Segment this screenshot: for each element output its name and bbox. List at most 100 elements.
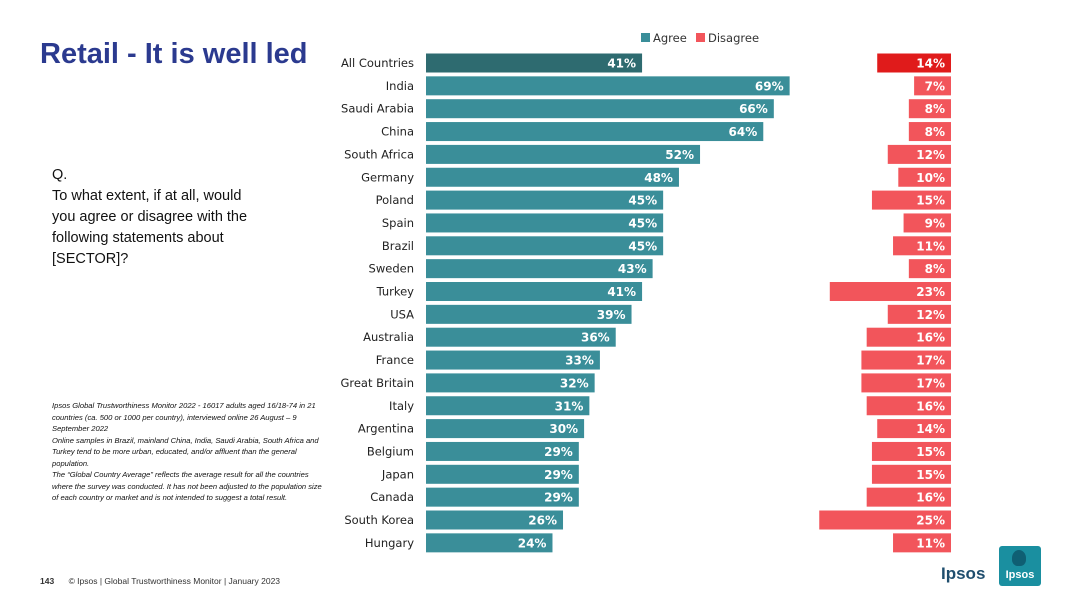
bar-disagree	[866, 396, 951, 416]
category-label: South Africa	[344, 147, 414, 161]
data-label-agree: 29%	[544, 445, 573, 459]
data-label-agree: 31%	[555, 399, 584, 413]
data-label-agree: 52%	[665, 148, 694, 162]
data-label-agree: 33%	[565, 354, 594, 368]
category-label: Australia	[363, 330, 414, 344]
data-label-disagree: 9%	[925, 216, 945, 230]
category-label: Hungary	[365, 536, 414, 550]
bar-agree	[426, 167, 679, 187]
question-line: Q.	[52, 167, 68, 183]
data-label-agree: 41%	[607, 57, 636, 71]
bar-disagree	[908, 99, 951, 119]
category-label: Spain	[382, 216, 414, 230]
data-label-agree: 45%	[628, 194, 657, 208]
legend-swatch-disagree	[696, 33, 705, 42]
ipsos-wordmark: Ipsos	[941, 564, 986, 583]
data-label-agree: 45%	[628, 216, 657, 230]
data-label-agree: 69%	[755, 79, 784, 93]
category-label: France	[376, 353, 414, 367]
category-label: Japan	[381, 467, 414, 481]
bar-disagree	[861, 350, 951, 370]
data-label-disagree: 16%	[916, 491, 945, 505]
bar-agree	[426, 373, 595, 393]
data-label-agree: 29%	[544, 491, 573, 505]
category-label: South Korea	[344, 513, 414, 527]
legend-swatch-agree	[641, 33, 650, 42]
data-label-disagree: 14%	[916, 422, 945, 436]
bar-agree	[426, 350, 600, 370]
bar-agree	[426, 144, 701, 164]
data-label-agree: 39%	[597, 308, 626, 322]
bar-agree	[426, 396, 590, 416]
bar-disagree	[887, 304, 951, 324]
data-label-agree: 30%	[549, 422, 578, 436]
category-label: Great Britain	[340, 376, 414, 390]
legend-label-disagree: Disagree	[708, 31, 759, 45]
category-label: China	[381, 125, 414, 139]
bar-disagree	[893, 236, 951, 256]
data-label-agree: 43%	[618, 262, 647, 276]
data-label-disagree: 8%	[925, 102, 945, 116]
data-label-disagree: 17%	[916, 376, 945, 390]
data-label-agree: 32%	[560, 376, 589, 390]
data-label-agree: 41%	[607, 285, 636, 299]
bar-agree	[426, 441, 579, 461]
note-paragraph: Ipsos Global Trustworthiness Monitor 202…	[52, 401, 316, 433]
data-label-disagree: 14%	[916, 57, 945, 71]
bar-disagree	[871, 441, 951, 461]
data-label-agree: 36%	[581, 331, 610, 345]
data-label-disagree: 15%	[916, 194, 945, 208]
data-label-agree: 64%	[729, 125, 758, 139]
category-label: Canada	[370, 490, 414, 504]
category-label: Turkey	[376, 285, 415, 299]
bar-agree	[426, 464, 579, 484]
bar-disagree	[871, 464, 951, 484]
bar-disagree	[861, 373, 951, 393]
data-label-disagree: 15%	[916, 445, 945, 459]
category-label: Germany	[361, 170, 414, 184]
bar-agree	[426, 533, 553, 553]
logo-drop-icon	[1012, 550, 1026, 566]
bar-disagree	[908, 122, 951, 142]
bar-disagree	[866, 327, 951, 347]
bar-disagree	[893, 533, 951, 553]
bar-agree	[426, 76, 790, 96]
data-label-agree: 45%	[628, 239, 657, 253]
data-label-disagree: 8%	[925, 125, 945, 139]
question-line: you agree or disagree with the	[52, 209, 248, 225]
bar-agree	[426, 236, 664, 256]
data-label-disagree: 8%	[925, 262, 945, 276]
bar-agree	[426, 419, 585, 439]
methodology-notes: Ipsos Global Trustworthiness Monitor 202…	[52, 400, 327, 504]
page-number: 143	[40, 576, 55, 586]
logo-badge-label: Ipsos	[1005, 569, 1035, 581]
data-label-disagree: 25%	[916, 514, 945, 528]
data-label-disagree: 15%	[916, 468, 945, 482]
bar-agree	[426, 213, 664, 233]
bar-agree	[426, 259, 653, 279]
bar-agree	[426, 122, 764, 142]
bar-disagree	[887, 144, 951, 164]
bar-disagree	[877, 53, 951, 73]
data-label-disagree: 12%	[916, 148, 945, 162]
bar-disagree	[819, 510, 951, 530]
category-label: Sweden	[369, 262, 414, 276]
question-line: following statements about	[52, 230, 224, 246]
bar-disagree	[877, 419, 951, 439]
bar-disagree	[829, 282, 951, 301]
category-label: Argentina	[358, 422, 414, 436]
data-label-disagree: 10%	[916, 171, 945, 185]
bar-disagree	[866, 487, 951, 507]
data-label-disagree: 16%	[916, 399, 945, 413]
bar-agree	[426, 487, 579, 507]
question-line: To what extent, if at all, would	[52, 188, 242, 204]
data-label-disagree: 7%	[925, 79, 945, 93]
footer-text: © Ipsos | Global Trustworthiness Monitor…	[68, 576, 281, 586]
bar-agree	[426, 510, 564, 530]
data-label-agree: 24%	[518, 536, 547, 550]
category-label: All Countries	[341, 56, 414, 70]
ipsos-logo-badge: Ipsos	[999, 546, 1041, 586]
data-label-agree: 48%	[644, 171, 673, 185]
bar-agree	[426, 53, 643, 73]
